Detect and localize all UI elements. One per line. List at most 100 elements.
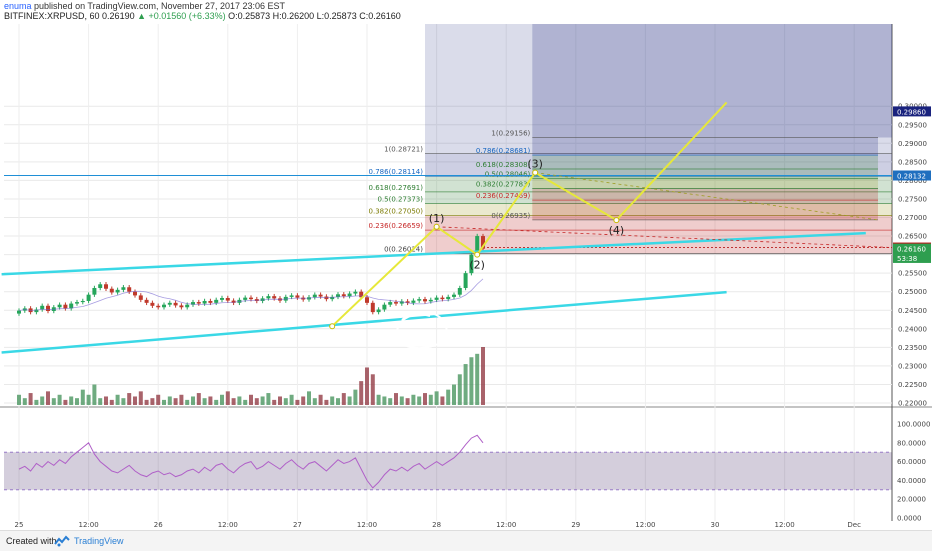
fib-level-label: 0.786(0.28681) bbox=[476, 147, 531, 155]
volume-bar bbox=[382, 396, 387, 405]
fib-level-label: 0.236(0.26659) bbox=[369, 222, 424, 230]
volume-bar bbox=[167, 396, 172, 405]
candle bbox=[75, 302, 79, 304]
ohlc-values: O:0.25873 H:0.26200 L:0.25873 C:0.26160 bbox=[228, 11, 401, 21]
price-tick-label: 0.22500 bbox=[898, 381, 927, 389]
volume-bar bbox=[46, 391, 50, 405]
price-pane bbox=[4, 24, 892, 405]
candle bbox=[266, 296, 271, 299]
price-badge-label: 0.26160 bbox=[897, 246, 926, 254]
fib-level-label: 0.382(0.27783) bbox=[476, 180, 531, 188]
volume-bar bbox=[318, 394, 323, 405]
channel-lower-line bbox=[1, 290, 727, 354]
candle bbox=[173, 302, 178, 306]
candle bbox=[46, 305, 50, 311]
volume-bar bbox=[191, 396, 195, 405]
volume-bar bbox=[214, 399, 219, 405]
volume-bar bbox=[225, 391, 230, 405]
fib-zone bbox=[532, 200, 878, 220]
time-tick-label: 12:00 bbox=[496, 521, 516, 529]
candle bbox=[446, 296, 451, 300]
fib-level-label: 0(0.26935) bbox=[491, 212, 530, 220]
volume-bar bbox=[202, 398, 207, 405]
price-badge-label: 0.29860 bbox=[897, 108, 926, 116]
candle bbox=[318, 294, 323, 297]
volume-bar bbox=[104, 396, 108, 405]
publish-line: enuma published on TradingView.com, Nove… bbox=[4, 1, 285, 11]
volume-bar bbox=[243, 399, 248, 405]
fib-retracement-2: 0(0.26935)0.236(0.27469)0.382(0.27783)0.… bbox=[476, 130, 878, 221]
candle bbox=[57, 304, 62, 308]
candle bbox=[353, 291, 358, 294]
price-tick-label: 0.26500 bbox=[898, 233, 927, 241]
volume-bar bbox=[388, 398, 393, 405]
time-tick-label: 12:00 bbox=[635, 521, 655, 529]
fib-level-label: 0(0.26024) bbox=[384, 246, 423, 254]
volume-bar bbox=[411, 394, 416, 405]
candle bbox=[423, 299, 427, 302]
volume-bar bbox=[376, 394, 381, 405]
fib-zone bbox=[425, 203, 892, 216]
fib-level-label: 0.5(0.27373) bbox=[377, 196, 423, 204]
volume-bar bbox=[249, 394, 253, 405]
rsi-tick-label: 80.0000 bbox=[897, 439, 926, 447]
volume-bar bbox=[28, 393, 33, 405]
candle bbox=[86, 294, 91, 301]
symbol-name: BITFINEX:XRPUSD, 60 bbox=[4, 11, 100, 21]
last-price: 0.26190 bbox=[102, 11, 135, 21]
price-tick-label: 0.23000 bbox=[898, 362, 927, 370]
volume-bar bbox=[370, 374, 375, 405]
time-tick-label: 27 bbox=[293, 521, 302, 529]
volume-bar bbox=[341, 393, 346, 405]
volume-bar bbox=[423, 393, 427, 405]
volume-bar bbox=[452, 384, 456, 405]
volume-bar bbox=[347, 396, 352, 405]
price-tick-label: 0.25500 bbox=[898, 270, 927, 278]
candle bbox=[452, 294, 456, 297]
fib-level-label: 1(0.28721) bbox=[384, 146, 423, 154]
candle bbox=[214, 299, 219, 303]
wave-label: (1) bbox=[429, 212, 445, 225]
candle bbox=[376, 309, 381, 313]
candle bbox=[289, 295, 294, 297]
candle bbox=[382, 304, 387, 310]
volume-bar bbox=[231, 398, 236, 405]
volume-bar bbox=[196, 393, 201, 405]
candle bbox=[428, 299, 433, 302]
time-tick-label: 26 bbox=[154, 521, 163, 529]
price-tick-label: 0.27500 bbox=[898, 195, 927, 203]
volume-bar bbox=[156, 394, 161, 405]
volume-bar bbox=[254, 398, 259, 405]
channel-upper-line bbox=[1, 231, 866, 276]
price-tick-label: 0.24000 bbox=[898, 325, 927, 333]
candle bbox=[469, 254, 474, 274]
fib-blue-zone bbox=[425, 24, 892, 154]
candle bbox=[359, 291, 364, 298]
volume-bar bbox=[307, 391, 311, 405]
tradingview-link[interactable]: TradingView bbox=[74, 536, 124, 546]
candle bbox=[220, 298, 224, 300]
volume-bar bbox=[330, 396, 335, 405]
fib-zone bbox=[425, 176, 892, 192]
candle bbox=[272, 296, 277, 299]
price-badge-label: 53:38 bbox=[897, 255, 917, 263]
candle bbox=[121, 287, 126, 290]
volume-spike-circle bbox=[395, 311, 448, 350]
volume-bar bbox=[17, 394, 21, 405]
candle bbox=[17, 310, 21, 314]
time-tick-label: 28 bbox=[432, 521, 441, 529]
volume-bar bbox=[260, 396, 265, 405]
volume-bar bbox=[69, 396, 74, 405]
price-badge bbox=[893, 106, 931, 117]
volume-bar bbox=[75, 398, 79, 405]
tradingview-logo-icon bbox=[54, 535, 70, 547]
volume-bar bbox=[86, 394, 91, 405]
volume-bar bbox=[51, 398, 56, 405]
author-link[interactable]: enuma bbox=[4, 1, 32, 11]
fib-zone bbox=[532, 178, 878, 189]
fib-blue-zone-2 bbox=[532, 24, 892, 138]
volume-bar bbox=[115, 394, 120, 405]
wave-point bbox=[474, 251, 481, 258]
fib-zone bbox=[532, 168, 878, 179]
